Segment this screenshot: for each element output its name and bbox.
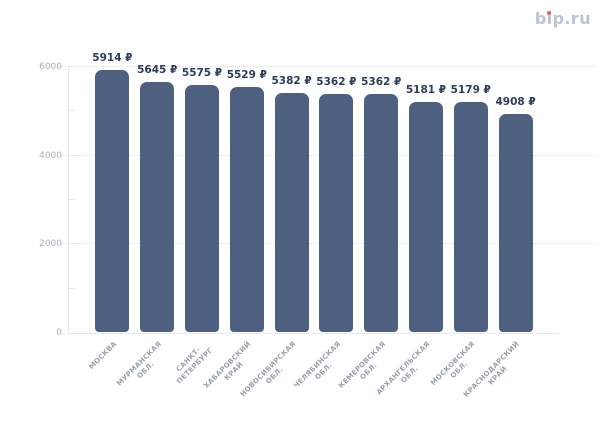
bar-value-label: 5645 ₽ — [137, 63, 178, 76]
y-axis-tick-mark — [67, 243, 75, 245]
logo-letter-i-with-orange-dot: i — [546, 9, 553, 28]
logo-text-post: p.ru — [552, 9, 591, 28]
bar-slot: 5181 ₽ АРХАНГЕЛЬСКАЯ ОБЛ. — [375, 67, 449, 396]
y-axis-tick-label: 2000 — [39, 239, 62, 250]
bar-slot: 5382 ₽ НОВОСИБИРСКАЯ ОБЛ. — [239, 67, 314, 398]
bar-slot: 5179 ₽ МОСКОВСКАЯ ОБЛ. — [429, 67, 493, 387]
y-axis-tick-label: 6000 — [39, 62, 62, 72]
y-axis-tick-mark — [67, 199, 75, 200]
bar-slot: 5645 ₽ МУРМАНСКАЯ ОБЛ. — [115, 63, 180, 388]
x-axis-category-label: МОСКВА — [87, 340, 119, 371]
y-axis-tick-mark — [67, 154, 75, 156]
y-axis-tick-label: 0 — [56, 328, 62, 338]
logo-text-pre: b — [534, 9, 547, 28]
y-axis-tick-mark — [67, 287, 75, 289]
bar[interactable] — [498, 114, 533, 332]
bar-slot: 5362 ₽ КЕМЕРОВСКАЯ ОБЛ. — [337, 67, 404, 390]
gridline-6000 — [60, 66, 596, 67]
bip-ru-logo[interactable]: bip.ru — [535, 9, 591, 28]
bar-slot: 5914 ₽ МОСКВА — [87, 52, 135, 371]
bar-value-label: 5382 ₽ — [271, 75, 312, 88]
y-axis-tick-mark — [67, 66, 75, 67]
bar-value-label: 4908 ₽ — [495, 96, 536, 109]
bar[interactable] — [274, 93, 309, 332]
bar-value-label: 5362 ₽ — [316, 76, 357, 89]
bar-slot: 5362 ₽ ЧЕЛЯБИНСКАЯ ОБЛ. — [292, 67, 359, 390]
x-axis-category-label: МУРМАНСКАЯ ОБЛ. — [115, 340, 163, 388]
bar[interactable] — [140, 81, 175, 332]
y-axis-tick-mark — [67, 110, 75, 112]
bar-slot: 5529 ₽ ХАБАРОВСКИЙ КРАЙ — [202, 67, 269, 390]
bars-row: 5914 ₽ МОСКВА 5645 ₽ МУРМАНСКАЯ ОБЛ. 5575 ₽ С… — [87, 52, 538, 399]
bar[interactable] — [229, 86, 264, 332]
bar[interactable] — [408, 102, 443, 332]
bar[interactable] — [453, 102, 488, 332]
bar-value-label: 5362 ₽ — [361, 76, 402, 89]
bar[interactable] — [364, 94, 399, 332]
bar-value-label: 5914 ₽ — [92, 51, 133, 64]
bar-value-label: 5179 ₽ — [450, 84, 491, 97]
bar[interactable] — [95, 69, 130, 332]
bar-value-label: 5181 ₽ — [405, 84, 447, 97]
bar[interactable] — [184, 84, 219, 332]
bar-slot: 4908 ₽ КРАСНОДАРСКИЙ КРАЙ — [462, 67, 538, 398]
y-axis-tick-label: 4000 — [39, 150, 62, 161]
bar-value-label: 5575 ₽ — [181, 66, 223, 79]
bar[interactable] — [319, 94, 354, 332]
bar-value-label: 5529 ₽ — [226, 68, 267, 81]
plot-area: 0 2000 4000 6000 5914 ₽ МОСКВА 5645 ₽ МУРМАНСКА… — [39, 52, 596, 399]
bar-slot: 5575 ₽ САНКТ- ПЕТЕРБУРГ — [174, 66, 225, 386]
